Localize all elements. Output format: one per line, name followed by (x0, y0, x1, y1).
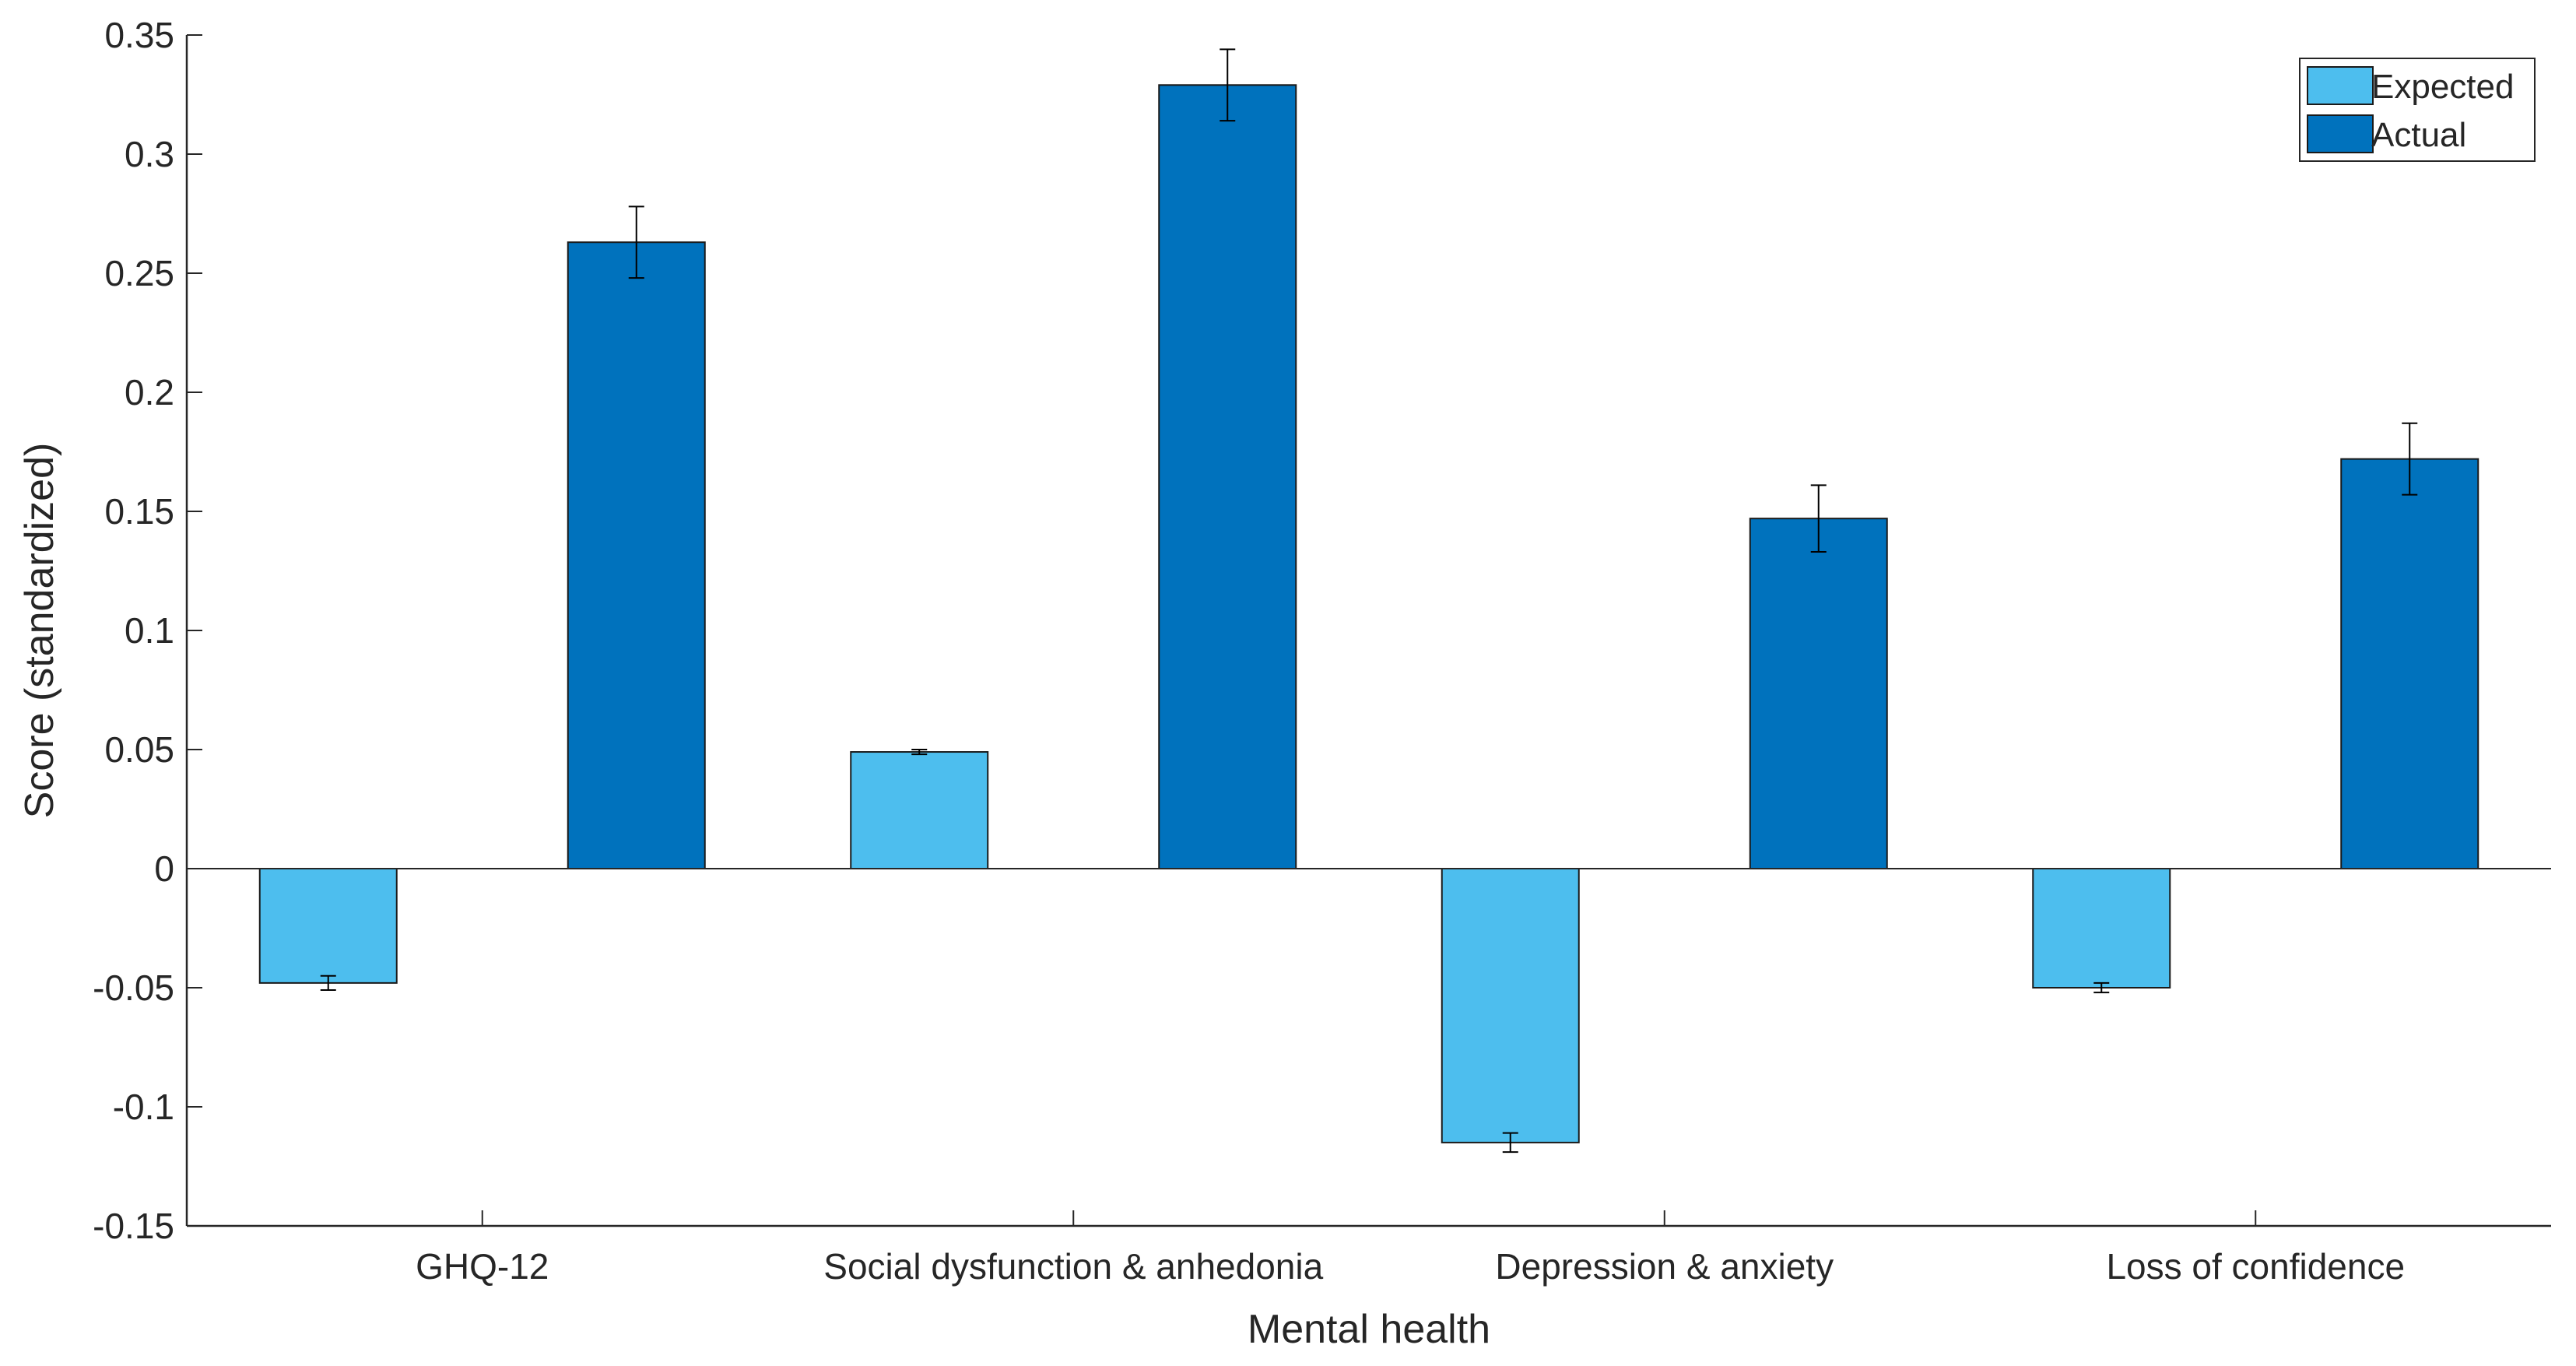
legend[interactable]: Expected Actual (2299, 58, 2536, 162)
bar-actual-2[interactable] (1158, 84, 1297, 869)
bar-expected-4[interactable] (2032, 868, 2171, 989)
x-tick-label: GHQ-12 (416, 1246, 549, 1287)
error-bar-expected-4 (2093, 981, 2110, 994)
legend-swatch-expected (2307, 66, 2374, 105)
legend-swatch-actual (2307, 114, 2374, 153)
bar-expected-3[interactable] (1441, 868, 1580, 1143)
y-axis-label: Score (standardized) (17, 443, 62, 819)
error-bar-actual-3 (1810, 484, 1827, 553)
legend-label-expected: Expected (2371, 68, 2514, 106)
y-tick-labels: -0.15 -0.1 -0.05 0 0.05 0.1 0.15 0.2 0.25 0.3 0.35 (93, 15, 174, 1246)
y-tick-label: -0.1 (113, 1087, 174, 1127)
y-tick-label: 0.1 (125, 610, 174, 651)
y-tick-label: -0.15 (93, 1206, 174, 1246)
error-bar-expected-3 (1502, 1132, 1518, 1154)
plot-area (187, 35, 2551, 1226)
y-tick-label: -0.05 (93, 967, 174, 1008)
y-tick-label: 0 (154, 848, 174, 889)
bar-actual-4[interactable] (2340, 458, 2479, 869)
bar-actual-1[interactable] (567, 241, 706, 870)
error-bar-actual-1 (628, 205, 644, 279)
axes-layer (185, 34, 2551, 1227)
error-bar-actual-4 (2402, 422, 2418, 496)
bar-expected-2[interactable] (850, 751, 989, 869)
y-tick-label: 0.2 (125, 372, 174, 413)
y-tick-label: 0.35 (104, 15, 174, 55)
x-tick-label: Loss of confidence (2106, 1246, 2405, 1287)
y-tick-label: 0.3 (125, 134, 174, 174)
error-bar-actual-2 (1220, 48, 1236, 122)
bars-layer (258, 84, 2479, 1143)
legend-label-actual: Actual (2371, 116, 2466, 154)
error-bars-layer (320, 48, 2418, 1154)
error-bar-expected-1 (320, 974, 336, 992)
x-tick-label: Depression & anxiety (1495, 1246, 1834, 1287)
y-tick-label: 0.15 (104, 491, 174, 532)
legend-items: Expected Actual (2307, 66, 2514, 154)
bar-actual-3[interactable] (1749, 518, 1888, 869)
x-tick-label: Social dysfunction & anhedonia (823, 1246, 1323, 1287)
y-tick-label: 0.25 (104, 253, 174, 293)
x-tick-labels: GHQ-12 Social dysfunction & anhedonia Depr… (416, 1246, 2405, 1287)
bar-expected-1[interactable] (258, 868, 398, 984)
x-axis-label: Mental health (1248, 1307, 1490, 1352)
y-tick-label: 0.05 (104, 729, 174, 770)
error-bar-expected-2 (911, 749, 928, 756)
